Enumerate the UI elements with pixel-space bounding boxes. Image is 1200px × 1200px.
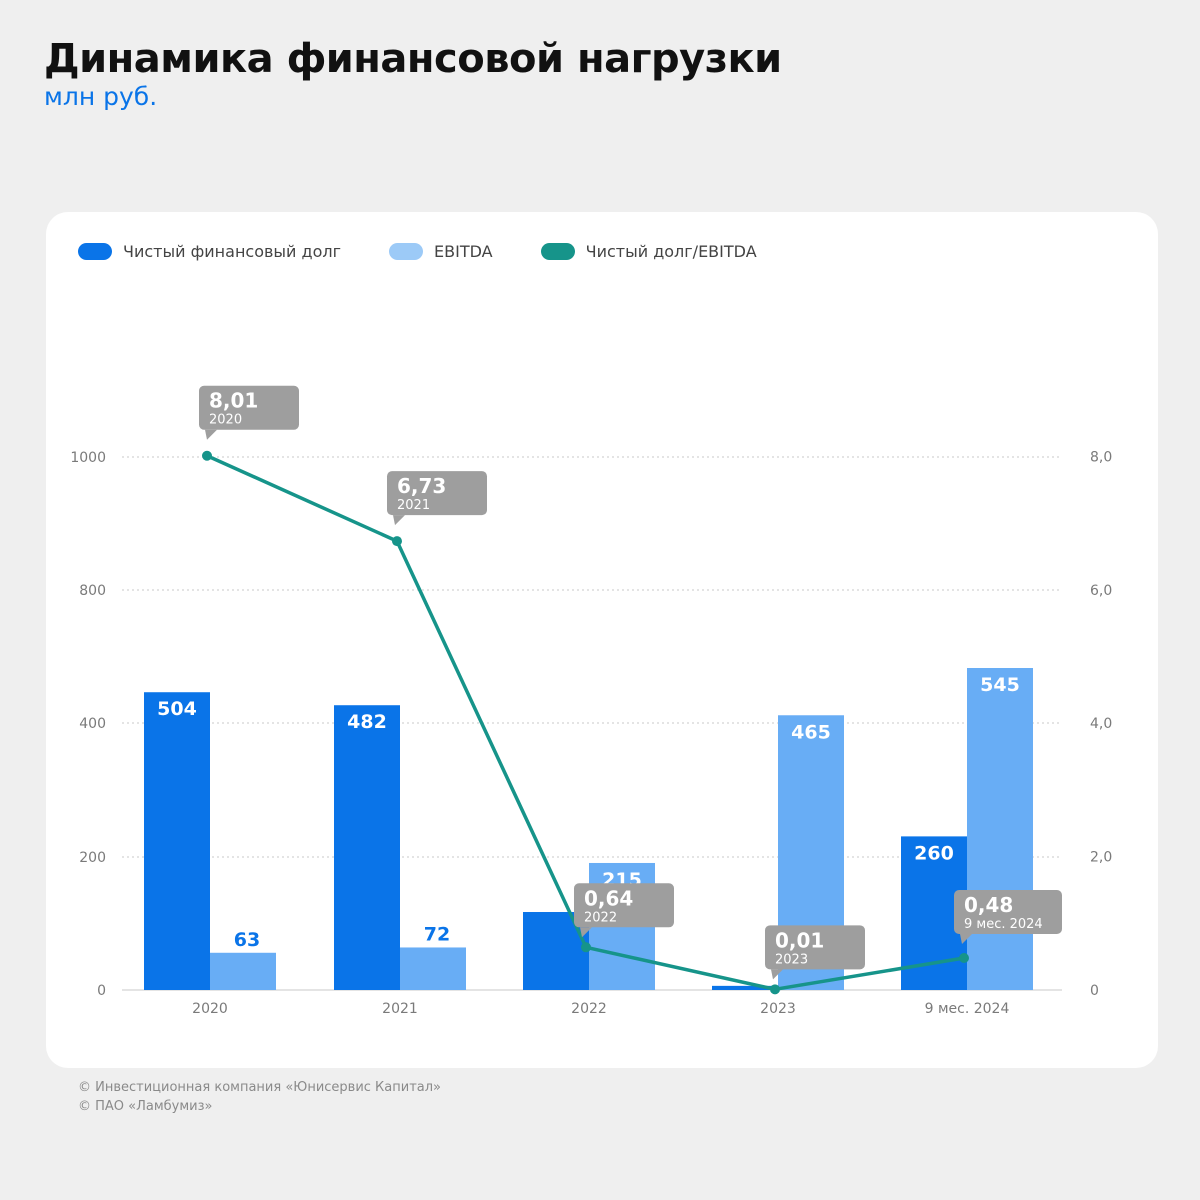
x-tick-label: 2023 [760,1001,796,1017]
callout-period: 2021 [397,498,430,513]
callout-tail [960,933,972,944]
callout-period: 2022 [584,910,617,925]
x-tick-label: 2021 [382,1001,418,1017]
legend-label-ebitda: EBITDA [434,242,493,261]
callout-value: 6,73 [397,474,446,498]
ratio-point [959,952,969,963]
legend-swatch-ratio [540,243,575,260]
callout-box [387,471,487,516]
ratio-point [581,942,591,953]
x-tick-label: 2022 [571,1001,607,1017]
callout-period: 2020 [209,413,242,428]
bar-debt [334,705,400,990]
callout-tail [580,927,592,938]
y-left-tick-label: 400 [79,716,106,732]
footer-copyright-1: © Инвестиционная компания «Юнисервис Кап… [78,1080,442,1095]
y-right-tick-label: 2,0 [1090,850,1112,866]
chart-legend: Чистый финансовый долг EBITDA Чистый дол… [78,242,805,261]
ratio-point [770,984,780,995]
footer: © Инвестиционная компания «Юнисервис Кап… [78,1078,441,1116]
bar-debt-label: 482 [347,711,387,733]
callout-period: 9 мес. 2024 [964,917,1043,932]
bar-debt-label: 504 [157,698,197,720]
callout-value: 0,48 [964,893,1013,917]
y-left-tick-label: 800 [79,583,106,599]
callout-period: 2023 [775,952,808,967]
bar-debt [144,692,210,990]
callout-value: 0,64 [584,886,633,910]
y-right-tick-label: 0 [1090,983,1099,999]
page-title: Динамика финансовой нагрузки [44,36,782,82]
ratio-point [202,450,212,461]
y-left-tick-label: 1000 [70,450,106,466]
y-right-tick-label: 4,0 [1090,716,1112,732]
bar-ebitda [210,952,276,990]
y-left-tick-label: 0 [97,983,106,999]
callout-box [954,889,1062,934]
callout-box [574,883,674,928]
legend-item-ratio: Чистый долг/EBITDA [540,242,757,261]
callout-value: 0,01 [775,928,824,952]
footer-copyright-2: © ПАО «Ламбумиз» [78,1099,213,1114]
callout-tail [205,429,217,440]
legend-swatch-debt [78,243,112,260]
legend-swatch-ebitda [389,243,424,260]
callout-value: 8,01 [209,389,258,413]
bar-debt-label: 260 [914,842,954,864]
bar-ebitda-label: 63 [234,929,260,951]
bar-ebitda [967,668,1033,990]
legend-item-ebitda: EBITDA [389,242,493,261]
bar-ebitda-label: 72 [424,923,450,945]
x-tick-label: 9 мес. 2024 [925,1001,1010,1017]
y-left-tick-label: 200 [79,850,106,866]
bar-ebitda-label: 465 [791,721,831,743]
callout-box [199,385,299,430]
bar-ebitda [400,947,466,990]
legend-item-debt: Чистый финансовый долг [78,242,341,261]
callout-tail [771,969,783,980]
ratio-point [392,536,402,547]
ratio-callout: 0,489 мес. 2024 [954,889,1062,944]
bar-ebitda-label: 545 [980,674,1020,696]
callout-box [765,925,865,970]
y-right-tick-label: 8,0 [1090,449,1112,465]
page-subtitle: млн руб. [44,82,158,111]
legend-label-debt: Чистый финансовый долг [123,242,342,261]
legend-label-ratio: Чистый долг/EBITDA [585,242,757,261]
bar-debt [712,985,778,990]
y-right-tick-label: 6,0 [1090,583,1112,599]
x-tick-label: 2020 [192,1001,228,1017]
callout-tail [393,515,405,526]
